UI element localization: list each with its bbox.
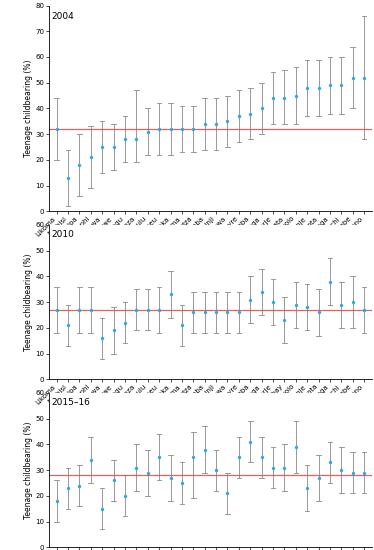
Point xyxy=(213,308,219,317)
Point xyxy=(281,463,287,472)
Point xyxy=(316,308,322,317)
Y-axis label: Teenage childbearing (%): Teenage childbearing (%) xyxy=(24,59,33,157)
Point xyxy=(168,124,174,133)
Point xyxy=(156,124,162,133)
Point xyxy=(293,91,299,100)
Point xyxy=(202,308,208,317)
Point xyxy=(168,290,174,299)
Point xyxy=(338,300,344,309)
Point xyxy=(190,453,196,461)
Point xyxy=(350,468,356,477)
Point xyxy=(168,474,174,482)
Y-axis label: Teenage childbearing (%): Teenage childbearing (%) xyxy=(24,421,33,519)
Point xyxy=(247,437,253,446)
Point xyxy=(281,94,287,102)
Point xyxy=(88,153,94,162)
Point xyxy=(65,173,71,182)
Point xyxy=(327,458,333,467)
Point xyxy=(65,321,71,329)
Point xyxy=(88,305,94,314)
Point xyxy=(236,308,242,317)
Point xyxy=(76,305,82,314)
Point xyxy=(111,476,117,485)
Point xyxy=(350,73,356,82)
Point xyxy=(134,305,140,314)
Point xyxy=(179,124,185,133)
Point xyxy=(327,277,333,286)
Point xyxy=(270,463,276,472)
Point xyxy=(76,481,82,490)
Point xyxy=(361,305,367,314)
Point xyxy=(156,453,162,461)
Point xyxy=(247,109,253,118)
Point xyxy=(304,483,310,492)
Point xyxy=(293,300,299,309)
Point xyxy=(259,288,265,296)
Point xyxy=(53,124,59,133)
Point xyxy=(259,453,265,461)
Point xyxy=(76,161,82,169)
Point xyxy=(65,483,71,492)
Point xyxy=(293,443,299,452)
Y-axis label: Teenage childbearing (%): Teenage childbearing (%) xyxy=(24,254,33,351)
Point xyxy=(224,308,230,317)
Point xyxy=(53,497,59,505)
Point xyxy=(350,298,356,306)
Point xyxy=(111,326,117,335)
Point xyxy=(99,334,105,343)
Point xyxy=(327,81,333,90)
Text: 2010: 2010 xyxy=(52,229,75,239)
Point xyxy=(111,142,117,151)
Point xyxy=(270,298,276,306)
Point xyxy=(236,453,242,461)
Point xyxy=(134,463,140,472)
Point xyxy=(99,142,105,151)
Text: 2015–16: 2015–16 xyxy=(52,398,91,406)
Text: 2004: 2004 xyxy=(52,12,74,21)
Point xyxy=(213,119,219,128)
Point xyxy=(247,295,253,304)
Point xyxy=(361,468,367,477)
Point xyxy=(213,466,219,475)
Point xyxy=(179,478,185,487)
Point xyxy=(224,489,230,498)
Point xyxy=(145,305,151,314)
Point xyxy=(122,135,128,144)
Point xyxy=(134,135,140,144)
Point xyxy=(316,474,322,482)
Point xyxy=(156,305,162,314)
Point xyxy=(338,81,344,90)
Point xyxy=(179,321,185,329)
Point xyxy=(304,303,310,312)
Point xyxy=(88,455,94,464)
Point xyxy=(361,73,367,82)
Point xyxy=(122,491,128,500)
Point xyxy=(281,316,287,324)
Point xyxy=(190,124,196,133)
Point xyxy=(53,305,59,314)
Point xyxy=(145,127,151,136)
Point xyxy=(99,504,105,513)
Point xyxy=(236,112,242,120)
Point xyxy=(270,94,276,102)
Point xyxy=(259,104,265,113)
Point xyxy=(316,84,322,92)
Point xyxy=(122,318,128,327)
Point xyxy=(304,84,310,92)
Point xyxy=(338,466,344,475)
Point xyxy=(202,119,208,128)
Point xyxy=(190,308,196,317)
Point xyxy=(145,468,151,477)
Point xyxy=(202,445,208,454)
Point xyxy=(224,117,230,125)
